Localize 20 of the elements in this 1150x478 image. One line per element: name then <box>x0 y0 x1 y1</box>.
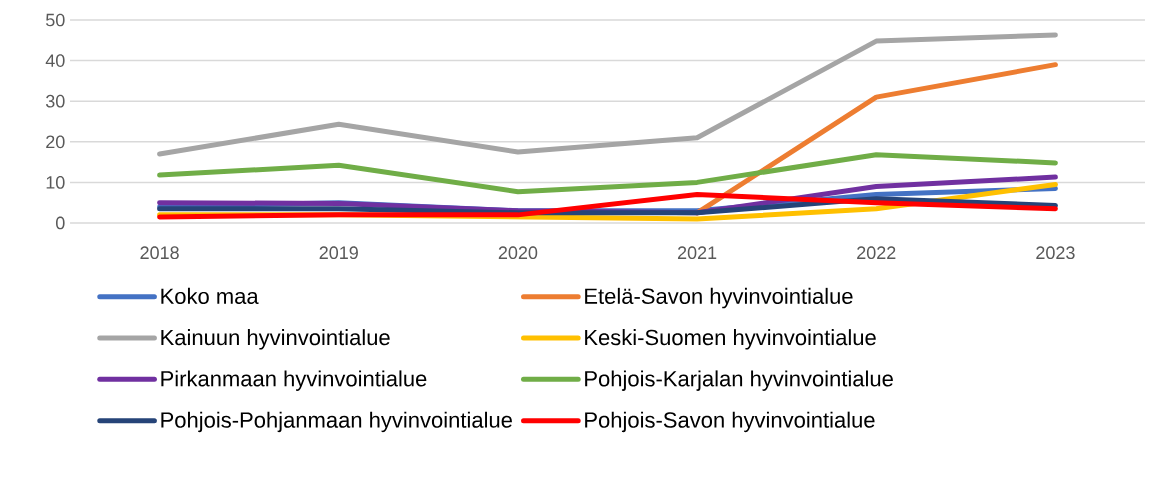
y-tick-label: 20 <box>46 135 65 149</box>
legend-label: Pohjois-Savon hyvinvointialue <box>585 411 875 433</box>
y-tick-label: 40 <box>45 54 65 67</box>
legend-label: Pirkanmaan hyvinvointialue <box>161 370 427 391</box>
legend-label: Keski-Suomen hyvinvointialue <box>585 329 876 350</box>
x-tick-label: 2018 <box>140 246 179 260</box>
x-tick-label: 2021 <box>677 246 717 260</box>
legend-label: Pohjois-Karjalan hyvinvointialue <box>585 370 893 391</box>
x-tick-label: 2019 <box>319 246 358 260</box>
legend-label: Kainuun hyvinvointialue <box>161 329 390 350</box>
x-tick-label: 2020 <box>498 246 538 260</box>
legend-label: Pohjois-Pohjanmaan hyvinvointialue <box>161 411 512 433</box>
x-tick-label: 2023 <box>1036 246 1075 260</box>
x-tick-label: 2022 <box>857 246 896 260</box>
y-tick-label: 50 <box>45 13 65 27</box>
y-tick-label: 0 <box>56 216 65 230</box>
y-tick-label: 10 <box>46 176 65 189</box>
legend-label: Etelä-Savon hyvinvointialue <box>585 287 853 309</box>
legend-label: Koko maa <box>161 287 259 304</box>
y-tick-label: 30 <box>45 94 65 108</box>
